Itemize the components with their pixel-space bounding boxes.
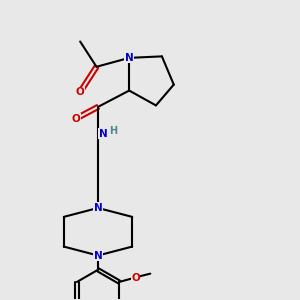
Text: N: N xyxy=(125,53,134,63)
Text: N: N xyxy=(94,203,102,213)
Text: O: O xyxy=(131,272,140,283)
Text: N: N xyxy=(99,129,108,139)
Text: H: H xyxy=(110,126,118,136)
Text: N: N xyxy=(94,250,102,260)
Text: O: O xyxy=(71,114,80,124)
Text: O: O xyxy=(76,87,85,97)
